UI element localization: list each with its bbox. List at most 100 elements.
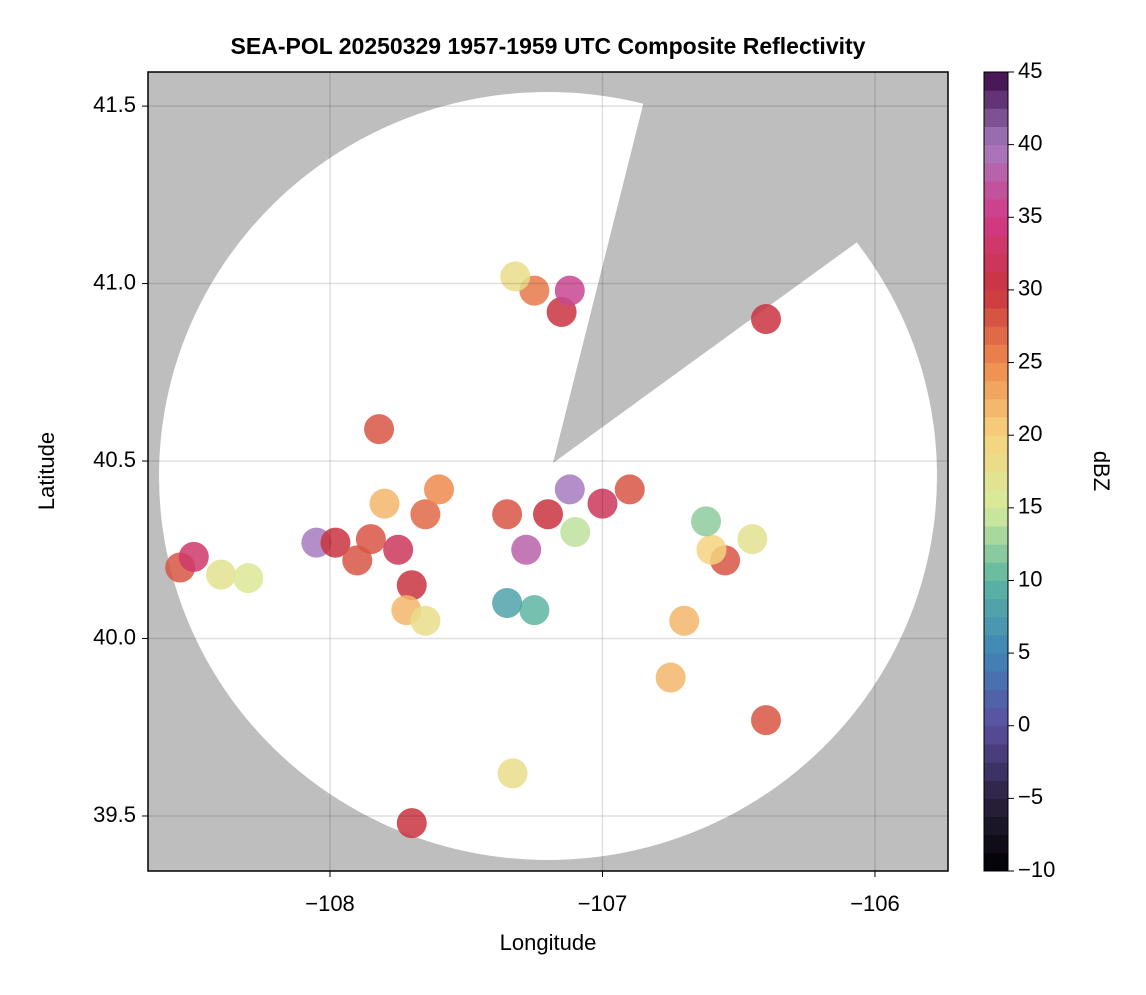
colorbar-band (984, 380, 1008, 400)
colorbar-band (984, 217, 1008, 236)
echo (737, 524, 768, 555)
colorbar-band (984, 144, 1008, 164)
colorbar-band (984, 90, 1008, 109)
colorbar-band (984, 762, 1008, 781)
colorbar-band (984, 108, 1008, 127)
echo (369, 488, 400, 519)
colorbar-tick-label: 25 (1018, 348, 1042, 373)
chart-title: SEA-POL 20250329 1957-1959 UTC Composite… (231, 33, 866, 59)
colorbar-band (984, 707, 1008, 727)
grid (148, 72, 948, 871)
colorbar-band (984, 743, 1008, 763)
colorbar-band (984, 235, 1008, 255)
colorbar-band (984, 525, 1008, 545)
echo (492, 588, 523, 619)
colorbar-band (984, 199, 1008, 218)
echo (533, 499, 563, 530)
echo (696, 534, 727, 565)
colorbar-tick-label: 10 (1018, 566, 1042, 591)
x-tick-label: −108 (305, 891, 355, 916)
colorbar-band (984, 453, 1008, 472)
y-tick-label: 40.0 (93, 624, 136, 649)
colorbar-band (984, 507, 1008, 527)
colorbar-band (984, 398, 1008, 418)
echo (364, 414, 395, 445)
colorbar-band (984, 725, 1008, 745)
colorbar-band (984, 580, 1008, 600)
colorbar-band (984, 544, 1008, 563)
colorbar-tick-label: 45 (1018, 58, 1042, 83)
colorbar-band (984, 417, 1008, 436)
colorbar-tick-label: 5 (1018, 639, 1030, 664)
echo (554, 275, 585, 306)
colorbar-band (984, 72, 1008, 91)
x-axis-label: Longitude (500, 930, 597, 955)
colorbar-band (984, 852, 1008, 872)
echo (355, 524, 386, 555)
radar-coverage (159, 72, 948, 860)
x-tick-label: −106 (850, 891, 900, 916)
y-tick-label: 40.5 (93, 447, 136, 472)
colorbar-band (984, 653, 1008, 672)
colorbar-band (984, 253, 1008, 273)
echo (233, 563, 264, 594)
echo (206, 559, 237, 590)
echo (178, 541, 209, 572)
colorbar-tick-label: −10 (1018, 857, 1055, 882)
echo (410, 499, 441, 530)
colorbar-band (984, 435, 1008, 454)
echo (669, 605, 700, 636)
colorbar-frame (983, 71, 1009, 872)
y-tick-label: 41.0 (93, 269, 136, 294)
colorbar-label: dBZ (1089, 451, 1114, 491)
echo (383, 534, 414, 565)
echo (424, 474, 455, 505)
echo (560, 517, 591, 548)
echoes (165, 261, 781, 839)
echo (554, 474, 585, 505)
colorbar-tick-label: 40 (1018, 130, 1042, 155)
echo (614, 474, 645, 505)
colorbar-band (984, 798, 1008, 818)
colorbar-band (984, 326, 1008, 345)
colorbar-band (984, 362, 1008, 382)
echo (750, 705, 781, 736)
colorbar-band (984, 471, 1008, 491)
echo (320, 527, 351, 558)
colorbar-tick-label: 30 (1018, 276, 1042, 301)
colorbar-band (984, 289, 1008, 309)
echo (410, 605, 441, 636)
echo (655, 662, 686, 693)
echo (497, 758, 528, 789)
echo (396, 808, 427, 839)
colorbar-band (984, 308, 1008, 327)
echo (396, 570, 427, 601)
plot-frame (147, 71, 949, 872)
echo (691, 506, 722, 537)
colorbar-band (984, 598, 1008, 618)
colorbar-band (984, 344, 1008, 364)
echo (511, 534, 542, 565)
colorbar-tick-label: 0 (1018, 712, 1030, 737)
colorbar-band (984, 162, 1008, 182)
echo (519, 595, 550, 626)
colorbar-tick-label: 35 (1018, 203, 1042, 228)
colorbar-tick-label: −5 (1018, 784, 1043, 809)
colorbar-tick-label: 15 (1018, 494, 1042, 519)
colorbar-band (984, 616, 1008, 636)
colorbar-band (984, 816, 1008, 836)
colorbar-band (984, 180, 1008, 200)
echo (342, 545, 373, 576)
echo (492, 499, 523, 530)
colorbar-band (984, 271, 1008, 291)
colorbar: −10 −5 0 5 10 15 20 25 30 35 40 45 (983, 58, 1055, 882)
y-axis-label: Latitude (34, 432, 59, 510)
blocked-sector (553, 72, 948, 463)
x-tick-label: −107 (578, 891, 628, 916)
colorbar-band (984, 562, 1008, 581)
colorbar-band (984, 126, 1008, 146)
colorbar-band (984, 834, 1008, 854)
colorbar-band (984, 780, 1008, 799)
echo (500, 261, 531, 292)
